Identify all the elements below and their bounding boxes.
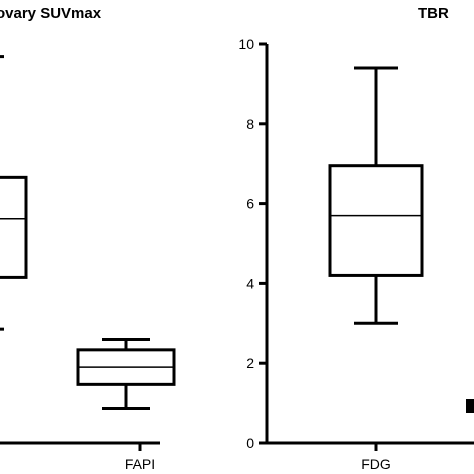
partial-box xyxy=(0,175,28,279)
right-y-tick-label: 8 xyxy=(246,116,254,132)
left-x-tick-label: FAPI xyxy=(125,456,155,472)
right-x-tick-label: FDG xyxy=(361,456,391,472)
right-box-group xyxy=(328,66,424,325)
fdg-box xyxy=(328,164,424,277)
left-panel: ovary SUVmax FAPI xyxy=(0,5,176,472)
right-y-tick-label: 0 xyxy=(246,435,254,451)
right-y-tick-label: 10 xyxy=(238,36,254,52)
right-y-tick-label: 2 xyxy=(246,355,254,371)
right-panel: TBR FDG 0 2 4 6 8 10 xyxy=(238,5,474,472)
left-chart-title: ovary SUVmax xyxy=(0,5,102,22)
right-chart-title: TBR xyxy=(418,5,449,22)
clipped-legend-marker xyxy=(466,399,474,413)
left-box-group xyxy=(0,55,176,410)
right-y-tick-label: 4 xyxy=(246,275,254,291)
right-y-ticks: 0 2 4 6 8 10 xyxy=(238,36,267,451)
right-y-tick-label: 6 xyxy=(246,196,254,212)
